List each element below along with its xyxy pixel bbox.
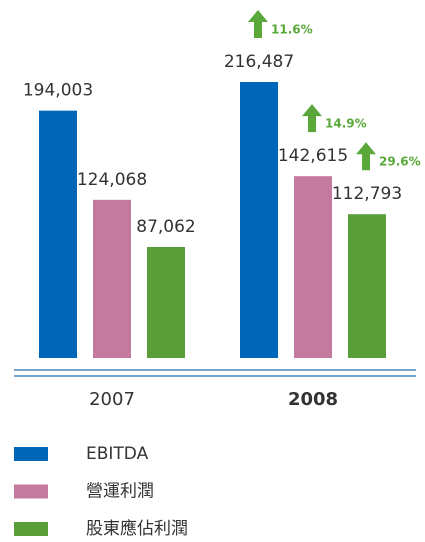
growth-arrow bbox=[248, 10, 268, 38]
value-label: 112,793 bbox=[332, 184, 402, 204]
growth-arrow bbox=[356, 142, 376, 171]
legend-swatch bbox=[14, 447, 48, 461]
x-tick-label: 2008 bbox=[288, 389, 338, 410]
value-label: 124,068 bbox=[77, 170, 147, 190]
legend-label: EBITDA bbox=[86, 444, 149, 464]
growth-label: 11.6% bbox=[271, 23, 313, 37]
value-label: 216,487 bbox=[224, 52, 294, 72]
legend-label: 股東應佔利潤 bbox=[86, 518, 188, 539]
bar bbox=[348, 214, 386, 358]
bar bbox=[147, 247, 185, 358]
bar bbox=[39, 110, 77, 359]
growth-arrow bbox=[302, 104, 322, 133]
bar bbox=[93, 199, 131, 358]
value-label: 87,062 bbox=[136, 217, 195, 237]
legend-swatch bbox=[14, 522, 48, 536]
legend-swatch bbox=[14, 484, 48, 499]
bar bbox=[240, 82, 278, 358]
legend-label: 營運利潤 bbox=[86, 482, 154, 502]
bar bbox=[294, 176, 332, 358]
x-tick-label: 2007 bbox=[89, 389, 135, 410]
value-label: 142,615 bbox=[278, 146, 348, 166]
growth-label: 14.9% bbox=[325, 117, 367, 131]
growth-label: 29.6% bbox=[379, 155, 421, 169]
value-label: 194,003 bbox=[23, 81, 93, 101]
